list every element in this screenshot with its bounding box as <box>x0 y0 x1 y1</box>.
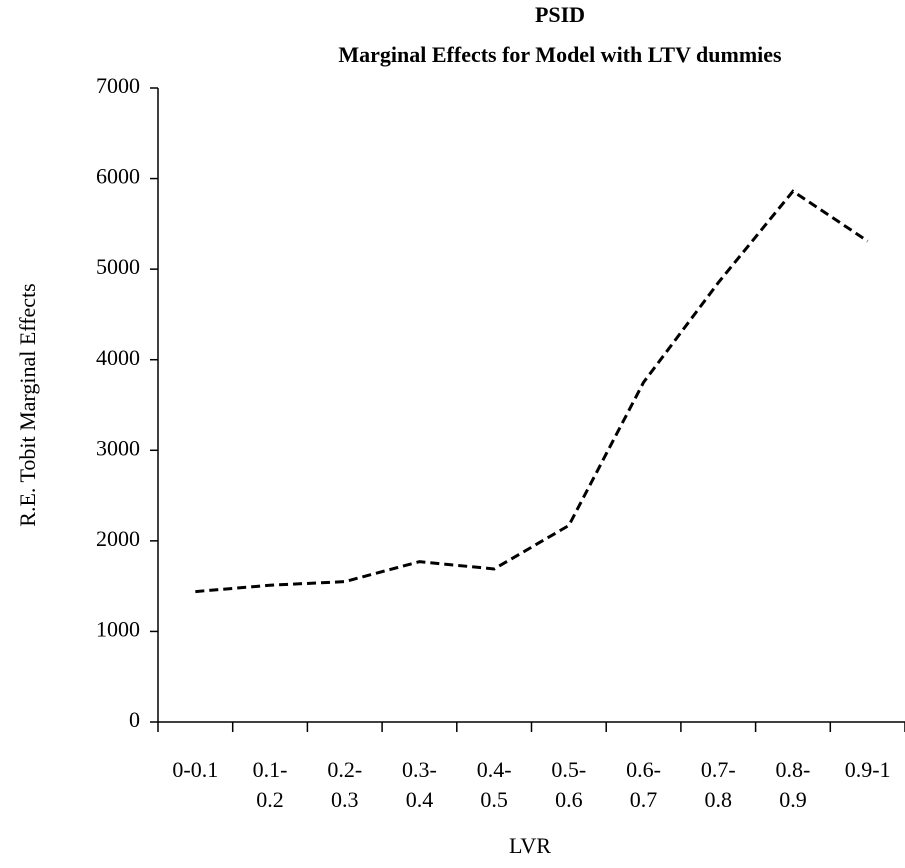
x-tick-label: 0.5- 0.6 <box>551 757 587 812</box>
y-tick-label: 4000 <box>96 345 140 370</box>
series-line <box>195 189 869 594</box>
y-tick-label: 6000 <box>96 164 140 189</box>
y-tick-label: 7000 <box>96 73 140 98</box>
y-tick-label: 0 <box>129 707 140 732</box>
y-tick-label: 5000 <box>96 254 140 279</box>
x-tick-label: 0-0.1 <box>172 757 219 782</box>
x-tick-label: 0.6- 0.7 <box>626 757 661 812</box>
x-tick-label: 0.1- 0.2 <box>252 757 288 812</box>
x-tick-label: 0.7- 0.8 <box>700 757 736 812</box>
y-tick-label: 1000 <box>96 616 140 641</box>
x-tick-label: 0.8- 0.9 <box>775 757 811 812</box>
x-tick-label: 0.2- 0.3 <box>327 757 363 812</box>
y-tick-label: 2000 <box>96 526 140 551</box>
x-tick-label: 0.9-1 <box>844 757 891 782</box>
chart-title: PSID <box>535 2 585 27</box>
x-axis-label: LVR <box>509 833 551 858</box>
y-tick-label: 3000 <box>96 435 140 460</box>
x-tick-label: 0.4- 0.5 <box>476 757 512 812</box>
y-axis-label: R.E. Tobit Marginal Effects <box>15 283 40 526</box>
chart-subtitle: Marginal Effects for Model with LTV dumm… <box>338 42 782 67</box>
x-tick-label: 0.3- 0.4 <box>402 757 437 812</box>
